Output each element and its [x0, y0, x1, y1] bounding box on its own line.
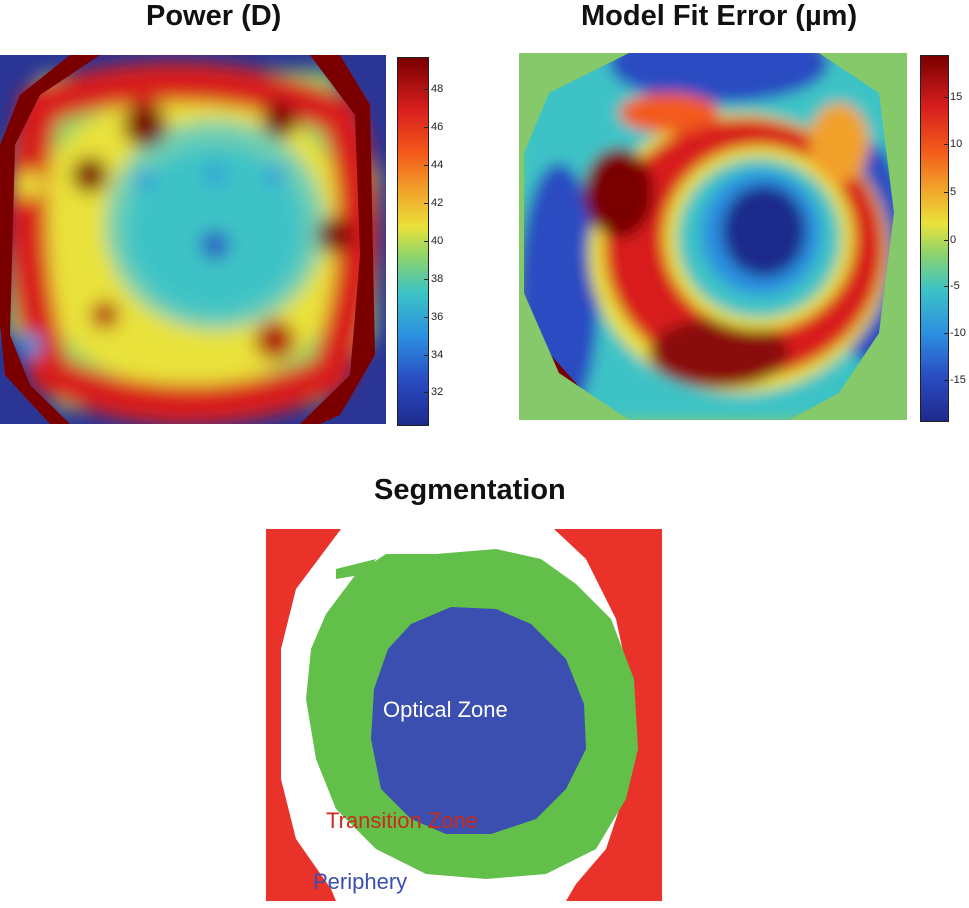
fit-error-tick-label: -10 [950, 327, 966, 339]
fit-error-tick-label: 0 [950, 234, 957, 246]
power-map [0, 55, 386, 424]
power-tick-label: 44 [431, 159, 444, 171]
power-tick-label: 32 [431, 386, 444, 398]
power-tick-label: 40 [431, 235, 444, 247]
power-tick-label: 46 [431, 121, 444, 133]
transition-zone-label: Transition Zone [326, 808, 479, 833]
segmentation-map [266, 529, 662, 901]
fit-error-tick-label: 15 [950, 91, 963, 103]
optical-zone-region [371, 607, 586, 834]
fit-error-colorbar [920, 55, 949, 422]
periphery-right-region [554, 529, 662, 901]
fit-error-tick-label: -15 [950, 374, 966, 386]
power-tick-label: 34 [431, 349, 444, 361]
fit-error-tick-label: 5 [950, 186, 957, 198]
optical-zone-label: Optical Zone [383, 697, 508, 722]
fit-error-map [519, 53, 907, 420]
power-tick-label: 48 [431, 83, 444, 95]
fit-error-tick-label: 10 [950, 138, 963, 150]
segmentation-title: Segmentation [374, 474, 566, 506]
power-tick-label: 38 [431, 273, 444, 285]
periphery-label: Periphery [313, 869, 408, 894]
fit-error-title: Model Fit Error (µm) [581, 0, 858, 32]
periphery-left-region [266, 529, 341, 901]
fit-error-tick-label: -5 [950, 280, 960, 292]
power-tick-label: 36 [431, 311, 444, 323]
power-colorbar [397, 57, 429, 426]
power-title: Power (D) [146, 0, 282, 32]
power-tick-label: 42 [431, 197, 444, 209]
